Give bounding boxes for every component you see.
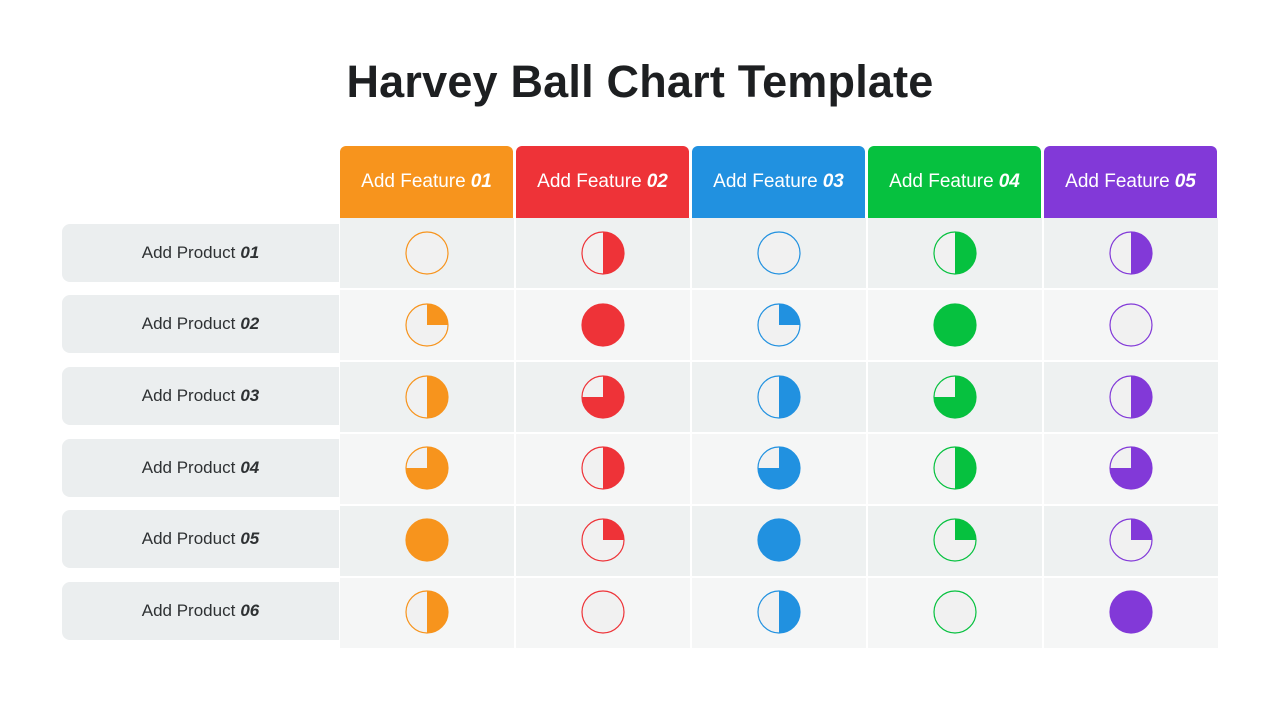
harvey-ball xyxy=(1109,231,1153,275)
row-divider xyxy=(340,504,1218,506)
product-label-text: Add Product xyxy=(141,243,236,262)
row-divider xyxy=(340,432,1218,434)
feature-header-3[interactable]: Add Feature 03 xyxy=(692,146,865,218)
product-label-4[interactable]: Add Product 04 xyxy=(62,439,339,497)
feature-header-label: Add Feature xyxy=(889,171,994,192)
product-label-number: 01 xyxy=(240,243,260,262)
product-label-2[interactable]: Add Product 02 xyxy=(62,295,339,353)
feature-header-number: 03 xyxy=(822,171,844,192)
harvey-ball xyxy=(1109,303,1153,347)
row-divider xyxy=(340,288,1218,290)
product-label-1[interactable]: Add Product 01 xyxy=(62,224,339,282)
harvey-ball xyxy=(1109,446,1153,490)
harvey-ball xyxy=(1109,375,1153,419)
harvey-ball xyxy=(405,231,449,275)
harvey-ball xyxy=(1109,590,1153,634)
harvey-ball xyxy=(581,446,625,490)
product-label-number: 05 xyxy=(240,529,260,548)
feature-header-5[interactable]: Add Feature 05 xyxy=(1044,146,1217,218)
harvey-ball xyxy=(405,446,449,490)
product-label-6[interactable]: Add Product 06 xyxy=(62,582,339,640)
feature-header-label: Add Feature xyxy=(361,171,466,192)
harvey-ball xyxy=(933,590,977,634)
feature-header-label: Add Feature xyxy=(1065,171,1170,192)
feature-header-label: Add Feature xyxy=(713,171,818,192)
product-label-text: Add Product xyxy=(141,386,236,405)
product-label-number: 06 xyxy=(240,601,260,620)
harvey-ball xyxy=(757,446,801,490)
harvey-ball xyxy=(581,590,625,634)
harvey-ball xyxy=(933,231,977,275)
harvey-ball xyxy=(405,590,449,634)
harvey-ball xyxy=(757,375,801,419)
feature-header-number: 05 xyxy=(1174,171,1196,192)
row-divider xyxy=(340,576,1218,578)
feature-header-2[interactable]: Add Feature 02 xyxy=(516,146,689,218)
product-label-5[interactable]: Add Product 05 xyxy=(62,510,339,568)
product-label-text: Add Product xyxy=(141,601,236,620)
harvey-ball xyxy=(757,590,801,634)
product-label-3[interactable]: Add Product 03 xyxy=(62,367,339,425)
feature-header-number: 02 xyxy=(646,171,668,192)
harvey-ball xyxy=(757,303,801,347)
harvey-ball xyxy=(581,231,625,275)
harvey-ball xyxy=(405,303,449,347)
harvey-ball xyxy=(933,303,977,347)
feature-header-number: 04 xyxy=(998,171,1020,192)
harvey-ball xyxy=(757,518,801,562)
product-label-text: Add Product xyxy=(141,314,236,333)
harvey-ball xyxy=(933,518,977,562)
page-title: Harvey Ball Chart Template xyxy=(346,56,934,107)
feature-header-1[interactable]: Add Feature 01 xyxy=(340,146,513,218)
harvey-ball xyxy=(581,375,625,419)
product-label-number: 04 xyxy=(240,458,260,477)
feature-header-label: Add Feature xyxy=(537,171,642,192)
harvey-ball xyxy=(405,518,449,562)
harvey-ball xyxy=(933,375,977,419)
harvey-ball xyxy=(1109,518,1153,562)
harvey-ball xyxy=(757,231,801,275)
harvey-ball xyxy=(581,303,625,347)
feature-header-4[interactable]: Add Feature 04 xyxy=(868,146,1041,218)
feature-header-number: 01 xyxy=(470,171,492,192)
harvey-ball xyxy=(405,375,449,419)
product-label-number: 03 xyxy=(240,386,260,405)
row-divider xyxy=(340,360,1218,362)
product-label-text: Add Product xyxy=(141,458,236,477)
harvey-ball xyxy=(933,446,977,490)
harvey-ball-grid xyxy=(340,218,1218,649)
product-label-text: Add Product xyxy=(141,529,236,548)
product-label-number: 02 xyxy=(240,314,260,333)
harvey-ball xyxy=(581,518,625,562)
